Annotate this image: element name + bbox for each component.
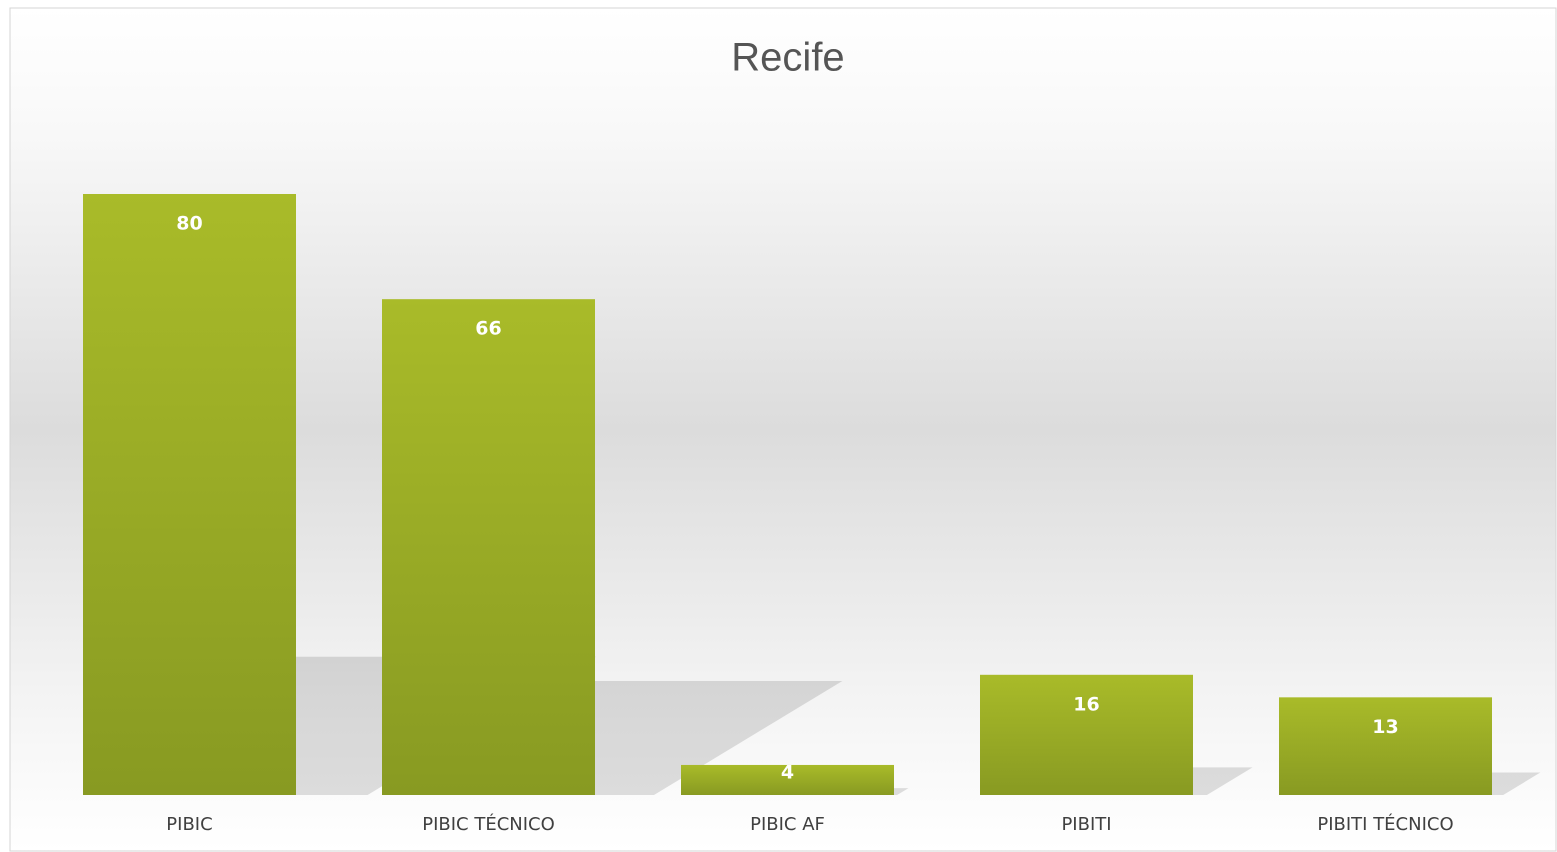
data-label: 80 [176,213,202,235]
x-tick-label: PIBITI [1061,814,1111,835]
data-label: 16 [1073,693,1099,715]
bar [382,299,595,795]
x-tick-label: PIBITI TÉCNICO [1317,813,1453,835]
bar-shadow [594,680,843,795]
x-tick-label: PIBIC [166,814,212,835]
bar-shadow [1491,772,1541,795]
data-label: 4 [781,762,794,784]
bar [83,194,296,795]
chart-title: Recife [731,36,844,80]
bar [980,674,1193,795]
data-label: 13 [1372,716,1398,738]
bar-shadow [893,788,909,795]
bar-shadow [1192,767,1253,795]
bar [1279,697,1492,795]
x-tick-label: PIBIC AF [750,814,825,835]
x-tick-label: PIBIC TÉCNICO [422,813,555,835]
bar [681,764,894,795]
data-label: 66 [475,318,501,340]
